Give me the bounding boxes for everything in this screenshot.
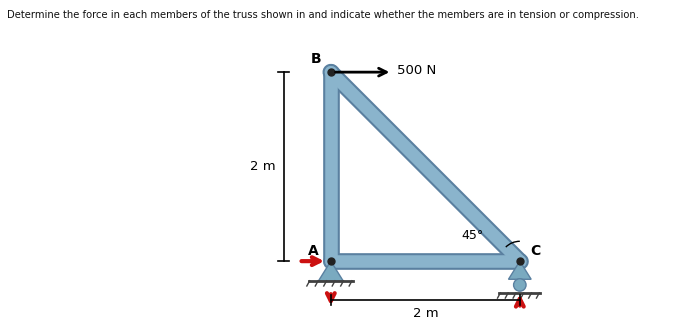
Text: Determine the force in each members of the truss shown in and indicate whether t: Determine the force in each members of t… (7, 10, 639, 20)
Text: B: B (311, 51, 321, 66)
Text: 2 m: 2 m (412, 307, 438, 321)
Polygon shape (508, 261, 531, 279)
Text: C: C (530, 244, 541, 258)
Text: 2 m: 2 m (250, 160, 276, 173)
Text: 45°: 45° (461, 229, 484, 242)
Text: 500 N: 500 N (397, 64, 436, 77)
Polygon shape (318, 261, 343, 281)
Circle shape (514, 279, 526, 291)
Text: A: A (308, 244, 318, 258)
